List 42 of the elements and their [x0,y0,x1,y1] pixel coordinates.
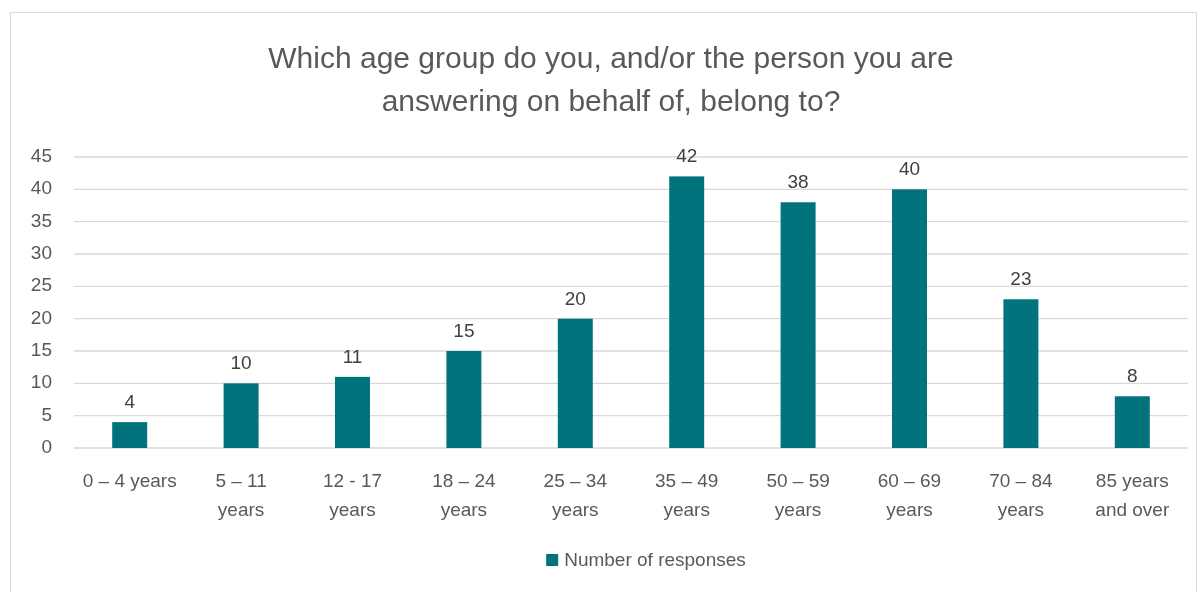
x-tick-label: 60 – 69 years [877,470,942,520]
bar [557,318,593,448]
data-label: 42 [676,145,698,167]
chart-title: Which age group do you, and/or the person you are answering on behalf of, belong to? [268,40,954,117]
x-tick-label: 5 – 11 years [215,470,267,520]
bar [1003,299,1039,448]
bar [446,351,482,448]
y-tick-label: 35 [30,209,52,231]
data-label: 11 [342,345,363,367]
y-tick-label: 25 [30,274,52,296]
data-label: 4 [124,391,136,413]
x-tick-label: 25 – 34 years [543,470,608,520]
legend-label: Number of responses [564,549,746,571]
x-tick-label: 0 – 4 years [82,470,177,491]
y-tick-label: 30 [30,242,52,264]
y-tick-label: 40 [30,177,52,199]
data-label: 20 [564,287,586,309]
x-tick-label: 50 – 59 years [766,470,830,520]
bar [223,383,259,448]
data-label: 15 [453,320,475,341]
x-tick-label: 70 – 84 years [989,470,1054,520]
x-tick-label: 18 – 24 years [432,470,497,520]
x-tick-label: 85 years and over [1095,470,1170,520]
data-label: 23 [1010,268,1032,290]
data-label: 38 [787,171,809,193]
bar [112,422,148,448]
y-tick-label: 20 [30,306,52,328]
bar [1114,396,1150,448]
data-label: 8 [1127,365,1138,387]
y-tick-label: 45 [30,145,52,167]
y-tick-label: 10 [30,371,52,393]
x-tick-label: 12 - 17 years [322,470,383,520]
y-tick-label: 0 [41,436,52,458]
x-tick-label: 35 – 49 years [655,470,719,520]
bar [335,376,370,448]
bar [669,176,705,448]
y-tick-label: 15 [30,339,52,361]
bar [780,202,816,448]
bar [892,189,927,448]
y-tick-label: 5 [41,403,52,425]
data-label: 10 [230,352,252,374]
data-label: 40 [898,158,921,180]
